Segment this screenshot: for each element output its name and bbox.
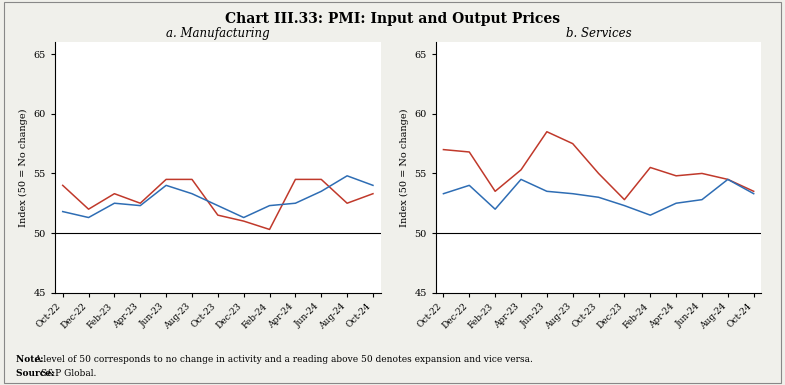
Text: A level of 50 corresponds to no change in activity and a reading above 50 denote: A level of 50 corresponds to no change i… (35, 355, 534, 364)
Title: a. Manufacturing: a. Manufacturing (166, 27, 270, 40)
Title: b. Services: b. Services (566, 27, 631, 40)
Y-axis label: Index (50 = No change): Index (50 = No change) (19, 108, 28, 227)
Text: Chart III.33: PMI: Input and Output Prices: Chart III.33: PMI: Input and Output Pric… (225, 12, 560, 25)
Text: Source:: Source: (16, 369, 57, 378)
Y-axis label: Index (50 = No change): Index (50 = No change) (400, 108, 409, 227)
Text: Note:: Note: (16, 355, 46, 364)
Text: S&P Global.: S&P Global. (41, 369, 97, 378)
